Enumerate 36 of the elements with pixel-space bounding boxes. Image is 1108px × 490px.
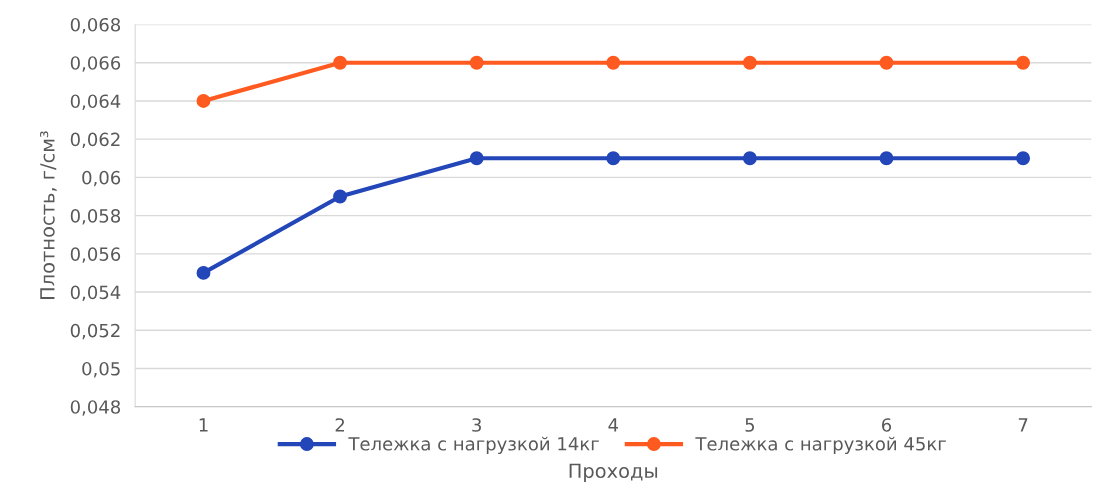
point [879, 151, 894, 166]
point [469, 55, 484, 70]
y-tick-label: 0,048 [70, 400, 121, 416]
y-tick-label: 0,054 [70, 285, 121, 301]
x-tick-label: 2 [335, 418, 345, 432]
legend-label: Тележка с нагрузкой 14кг [348, 436, 599, 455]
y-tick-label: 0,064 [70, 94, 121, 110]
x-axis-title: Проходы [569, 463, 658, 482]
x-tick-label: 1 [199, 418, 208, 432]
point [333, 55, 348, 70]
x-tick-label: 4 [608, 418, 619, 432]
y-tick-label: 0,056 [70, 247, 121, 263]
y-tick-label: 0,066 [70, 56, 121, 72]
x-tick-label: 5 [745, 418, 755, 432]
legend-label: Тележка с нагрузкой 45кг [695, 436, 946, 455]
point [606, 151, 621, 166]
y-axis-title: Плотность, г/см³ [40, 131, 57, 300]
point [1016, 151, 1031, 166]
point [196, 265, 211, 280]
y-tick-label: 0,062 [70, 132, 120, 149]
point [333, 189, 348, 204]
point [606, 55, 621, 70]
point [879, 55, 894, 70]
y-tick-label: 0,06 [82, 170, 121, 187]
point [196, 93, 211, 108]
point [742, 55, 757, 70]
point [1016, 55, 1031, 70]
x-tick-label: 3 [472, 418, 481, 432]
y-tick-label: 0,058 [70, 209, 121, 225]
y-tick-label: 0,05 [82, 361, 120, 378]
y-tick-label: 0,068 [70, 17, 121, 34]
x-tick-label: 6 [882, 418, 892, 432]
x-tick-label: 7 [1018, 418, 1028, 432]
point [469, 151, 484, 166]
point [742, 151, 757, 166]
y-tick-label: 0,052 [70, 323, 120, 340]
